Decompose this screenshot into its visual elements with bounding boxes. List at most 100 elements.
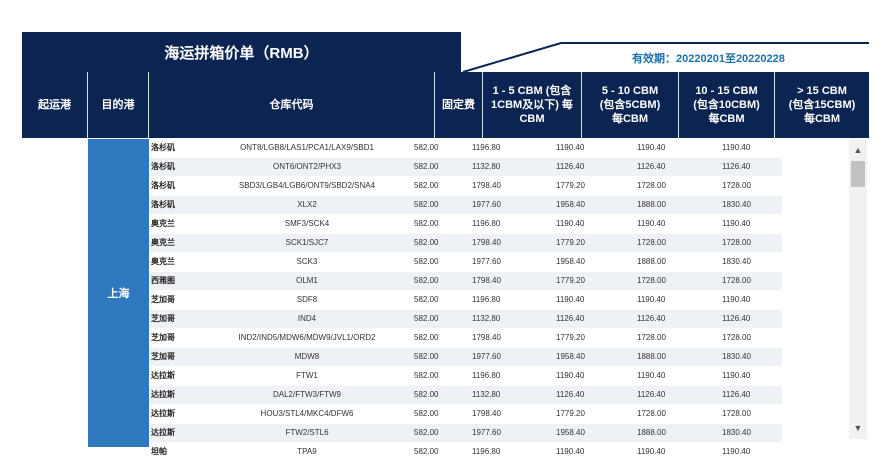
tier1-price-cell: 1132.80 (472, 162, 501, 171)
table-row: 达拉斯 FTW2/STL6 582.00 1977.60 1958.40 1888.00 1… (149, 424, 782, 443)
warehouse-code-cell: SCK1/SJC7 (285, 238, 329, 247)
destination-cell: 芝加哥 (151, 333, 175, 342)
scroll-down-icon[interactable]: ▼ (853, 423, 863, 433)
warehouse-code-cell: OLM1 (296, 276, 318, 285)
tier2-price-cell: 1958.40 (556, 352, 585, 361)
tier2-price-cell: 1958.40 (556, 257, 585, 266)
table-row: 达拉斯 HOU3/STL4/MKC4/DFW6 582.00 1798.40 1779.… (149, 405, 782, 424)
vertical-scrollbar[interactable]: ▲ ▼ (849, 139, 867, 439)
tier2-price-cell: 1190.40 (556, 447, 585, 456)
destination-cell: 洛杉矶 (151, 162, 175, 171)
destination-cell: 洛杉矶 (151, 181, 175, 190)
tier4-price-cell: 1190.40 (722, 219, 751, 228)
destination-cell: 芝加哥 (151, 352, 175, 361)
tier3-price-cell: 1728.00 (637, 409, 666, 418)
fixed-fee-cell: 582.00 (414, 238, 439, 247)
fixed-fee-cell: 582.00 (414, 162, 439, 171)
warehouse-code-cell: FTW2/STL6 (285, 428, 329, 437)
tier3-price-cell: 1190.40 (637, 447, 666, 456)
warehouse-code-cell: MDW8 (294, 352, 320, 361)
tier2-price-cell: 1779.20 (556, 238, 585, 247)
tier1-price-cell: 1132.80 (472, 314, 501, 323)
tier1-price-cell: 1196.80 (472, 295, 501, 304)
table-title: 海运拼箱价单（RMB） (22, 32, 461, 72)
tier1-price-cell: 1132.80 (472, 390, 501, 399)
tier3-price-cell: 1190.40 (637, 295, 666, 304)
tier2-price-cell: 1126.40 (556, 314, 585, 323)
destination-cell: 达拉斯 (151, 409, 175, 418)
tier4-price-cell: 1126.40 (722, 314, 751, 323)
table-row: 芝加哥 IND2/IND5/MDW6/MDW9/JVL1/ORD2 582.00 17… (149, 329, 782, 348)
tier2-price-cell: 1190.40 (556, 295, 585, 304)
tier4-price-cell: 1190.40 (722, 371, 751, 380)
tier2-price-cell: 1958.40 (556, 428, 585, 437)
table-row: 芝加哥 SDF8 582.00 1196.80 1190.40 1190.40 1190.4… (149, 291, 782, 310)
tier3-price-cell: 1888.00 (637, 352, 666, 361)
tier1-price-cell: 1798.40 (472, 181, 501, 190)
tier3-price-cell: 1728.00 (637, 333, 666, 342)
warehouse-code-cell: ONT8/LGB8/LAS1/PCA1/LAX9/SBD1 (240, 143, 374, 152)
tier3-price-cell: 1728.00 (637, 181, 666, 190)
tier1-price-cell: 1196.80 (472, 143, 501, 152)
header-tier2: 5 - 10 CBM (包含5CBM) 每CBM (582, 72, 679, 138)
tier4-price-cell: 1830.40 (722, 257, 751, 266)
scroll-up-icon[interactable]: ▲ (853, 145, 863, 155)
fixed-fee-cell: 582.00 (414, 181, 439, 190)
fixed-fee-cell: 582.00 (414, 447, 439, 456)
destination-cell: 芝加哥 (151, 314, 175, 323)
tier4-price-cell: 1728.00 (722, 409, 751, 418)
tier3-price-cell: 1888.00 (637, 428, 666, 437)
tier1-price-cell: 1798.40 (472, 333, 501, 342)
tier3-price-cell: 1126.40 (637, 390, 666, 399)
warehouse-code-cell: FTW1 (296, 371, 318, 380)
fixed-fee-cell: 582.00 (414, 200, 439, 209)
tier1-price-cell: 1798.40 (472, 276, 501, 285)
tier3-price-cell: 1728.00 (637, 238, 666, 247)
table-row: 奥克兰 SCK3 582.00 1977.60 1958.40 1888.00 1830.4… (149, 253, 782, 272)
tier2-price-cell: 1190.40 (556, 371, 585, 380)
tier2-price-cell: 1779.20 (556, 333, 585, 342)
header-warehouse-code: 仓库代码 (149, 72, 435, 138)
tier4-price-cell: 1728.00 (722, 181, 751, 190)
header-tier4: > 15 CBM (包含15CBM) 每CBM (788, 85, 856, 125)
table-row: 达拉斯 FTW1 582.00 1196.80 1190.40 1190.40 1190.4… (149, 367, 782, 386)
fixed-fee-cell: 582.00 (414, 219, 439, 228)
tier3-price-cell: 1190.40 (637, 371, 666, 380)
fixed-fee-cell: 582.00 (414, 276, 439, 285)
table-row: 芝加哥 IND4 582.00 1132.80 1126.40 1126.40 1126.4… (149, 310, 782, 329)
table-row: 奥克兰 SCK1/SJC7 582.00 1798.40 1779.20 1728.00 1… (149, 234, 782, 253)
tier4-price-cell: 1830.40 (722, 352, 751, 361)
destination-cell: 洛杉矶 (151, 143, 175, 152)
tier1-price-cell: 1798.40 (472, 238, 501, 247)
warehouse-code-cell: SCK3 (296, 257, 318, 266)
fixed-fee-cell: 582.00 (414, 390, 439, 399)
destination-cell: 达拉斯 (151, 390, 175, 399)
destination-cell: 达拉斯 (151, 428, 175, 437)
header-origin: 起运港 (22, 72, 88, 138)
destination-cell: 芝加哥 (151, 295, 175, 304)
fixed-fee-cell: 582.00 (414, 409, 439, 418)
warehouse-code-cell: IND2/IND5/MDW6/MDW9/JVL1/ORD2 (238, 333, 376, 342)
warehouse-code-cell: ONT6/ONT2/PHX3 (272, 162, 341, 171)
header-tier3: 10 - 15 CBM (包含10CBM) 每CBM (679, 72, 775, 138)
table-row: 坦帕 TPA9 582.00 1196.80 1190.40 1190.40 1190.40 (149, 443, 782, 462)
scroll-thumb[interactable] (851, 161, 865, 187)
tier3-price-cell: 1190.40 (637, 219, 666, 228)
tier4-price-cell: 1126.40 (722, 390, 751, 399)
tier1-price-cell: 1977.60 (472, 352, 501, 361)
tier3-price-cell: 1888.00 (637, 257, 666, 266)
tier1-price-cell: 1196.80 (472, 219, 501, 228)
tier1-price-cell: 1196.80 (472, 371, 501, 380)
tier4-price-cell: 1728.00 (722, 238, 751, 247)
warehouse-code-cell: DAL2/FTW3/FTW9 (272, 390, 341, 399)
origin-city-cell: 上海 (88, 139, 149, 447)
tier4-price-cell: 1830.40 (722, 200, 751, 209)
warehouse-code-cell: SMF3/SCK4 (284, 219, 330, 228)
tier2-price-cell: 1126.40 (556, 390, 585, 399)
table-row: 西雅图 OLM1 582.00 1798.40 1779.20 1728.00 1728.0… (149, 272, 782, 291)
fixed-fee-cell: 582.00 (414, 257, 439, 266)
tier2-price-cell: 1779.20 (556, 181, 585, 190)
tier2-price-cell: 1190.40 (556, 219, 585, 228)
tier3-price-cell: 1728.00 (637, 276, 666, 285)
warehouse-code-cell: SBD3/LGB4/LGB6/ONT9/SBD2/SNA4 (238, 181, 376, 190)
